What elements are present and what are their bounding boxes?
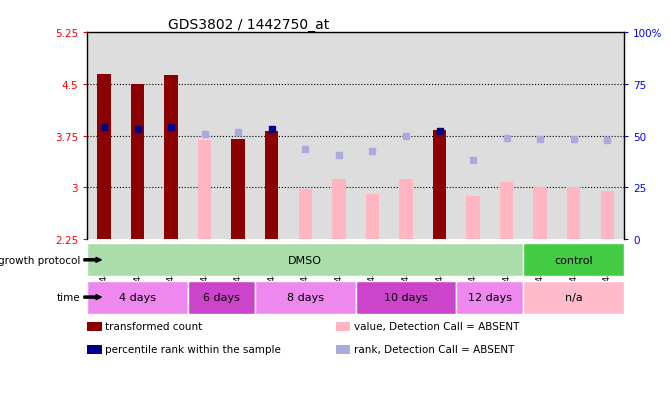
Bar	[466, 197, 480, 240]
Bar	[164, 76, 178, 240]
Bar	[500, 183, 513, 240]
Text: 8 days: 8 days	[287, 292, 324, 302]
Text: growth protocol: growth protocol	[0, 255, 81, 265]
Text: 4 days: 4 days	[119, 292, 156, 302]
Text: 10 days: 10 days	[384, 292, 428, 302]
Bar	[198, 141, 211, 240]
Bar	[332, 180, 346, 240]
Bar	[456, 281, 523, 314]
Text: transformed count: transformed count	[105, 321, 203, 331]
Bar	[433, 131, 446, 240]
Bar	[366, 194, 379, 240]
Text: 12 days: 12 days	[468, 292, 512, 302]
Text: time: time	[57, 292, 81, 302]
Bar	[87, 244, 523, 277]
Bar	[533, 187, 547, 240]
Text: DMSO: DMSO	[289, 255, 322, 265]
Bar	[356, 281, 456, 314]
Bar	[601, 191, 614, 240]
Bar	[97, 74, 111, 240]
Text: n/a: n/a	[565, 292, 582, 302]
Bar	[523, 244, 624, 277]
Bar	[567, 187, 580, 240]
Text: rank, Detection Call = ABSENT: rank, Detection Call = ABSENT	[354, 344, 514, 354]
Bar	[131, 85, 144, 240]
Bar	[255, 281, 356, 314]
Text: GDS3802 / 1442750_at: GDS3802 / 1442750_at	[168, 18, 329, 32]
Text: control: control	[554, 255, 593, 265]
Bar	[523, 281, 624, 314]
Bar	[299, 190, 312, 240]
Text: percentile rank within the sample: percentile rank within the sample	[105, 344, 281, 354]
Bar	[188, 281, 255, 314]
Text: 6 days: 6 days	[203, 292, 240, 302]
Bar	[399, 180, 413, 240]
Text: value, Detection Call = ABSENT: value, Detection Call = ABSENT	[354, 321, 519, 331]
Bar	[231, 140, 245, 240]
Bar	[87, 281, 188, 314]
Bar	[265, 131, 278, 240]
